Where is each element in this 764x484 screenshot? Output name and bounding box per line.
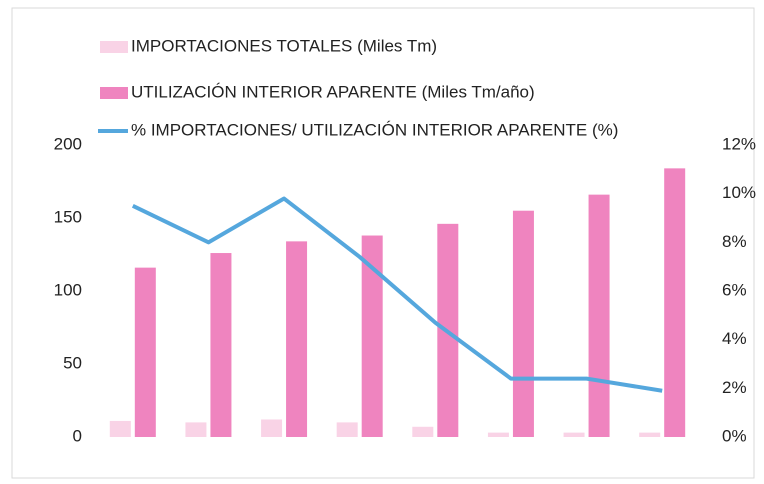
bar xyxy=(109,420,131,437)
bar xyxy=(261,419,283,437)
y-tick-label: 0 xyxy=(73,426,82,445)
legend-label: UTILIZACIÓN INTERIOR APARENTE (Miles Tm/… xyxy=(131,82,535,101)
y2-tick-label: 10% xyxy=(722,183,756,202)
bar xyxy=(286,241,308,437)
y-tick-label: 50 xyxy=(63,353,82,372)
bar xyxy=(210,253,232,437)
bar xyxy=(512,210,534,437)
legend-label: IMPORTACIONES TOTALES (Miles Tm) xyxy=(131,36,437,55)
bar xyxy=(664,168,686,438)
bar xyxy=(134,267,156,437)
bar xyxy=(361,235,383,437)
legend-label: % IMPORTACIONES/ UTILIZACIÓN INTERIOR AP… xyxy=(131,120,618,139)
bar xyxy=(336,422,358,437)
y-tick-label: 100 xyxy=(54,280,82,299)
y-tick-label: 150 xyxy=(54,207,82,226)
chart-frame xyxy=(11,7,755,479)
bar xyxy=(487,432,509,437)
bar xyxy=(563,432,585,437)
y2-tick-label: 0% xyxy=(722,426,747,445)
y2-tick-label: 2% xyxy=(722,378,747,397)
legend-marker xyxy=(100,41,128,53)
bar xyxy=(588,194,610,437)
y-tick-label: 200 xyxy=(54,134,82,153)
bar xyxy=(639,432,661,437)
y2-tick-label: 12% xyxy=(722,134,756,153)
line xyxy=(131,196,663,393)
bar xyxy=(185,422,207,437)
y2-tick-label: 4% xyxy=(722,329,747,348)
legend-marker xyxy=(100,87,128,99)
y2-tick-label: 8% xyxy=(722,232,747,251)
y2-tick-label: 6% xyxy=(722,280,747,299)
bar xyxy=(412,426,434,437)
